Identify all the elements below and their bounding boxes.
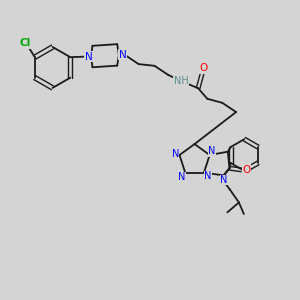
Text: N: N: [178, 172, 186, 182]
Text: N: N: [220, 175, 227, 185]
Text: N: N: [204, 171, 211, 181]
Text: O: O: [242, 165, 251, 175]
Text: Cl: Cl: [20, 38, 31, 48]
Text: N: N: [85, 52, 92, 61]
Text: O: O: [199, 63, 208, 74]
Text: N: N: [119, 50, 127, 60]
Text: NH: NH: [174, 76, 188, 86]
Text: N: N: [208, 146, 216, 156]
Text: N: N: [172, 149, 179, 159]
